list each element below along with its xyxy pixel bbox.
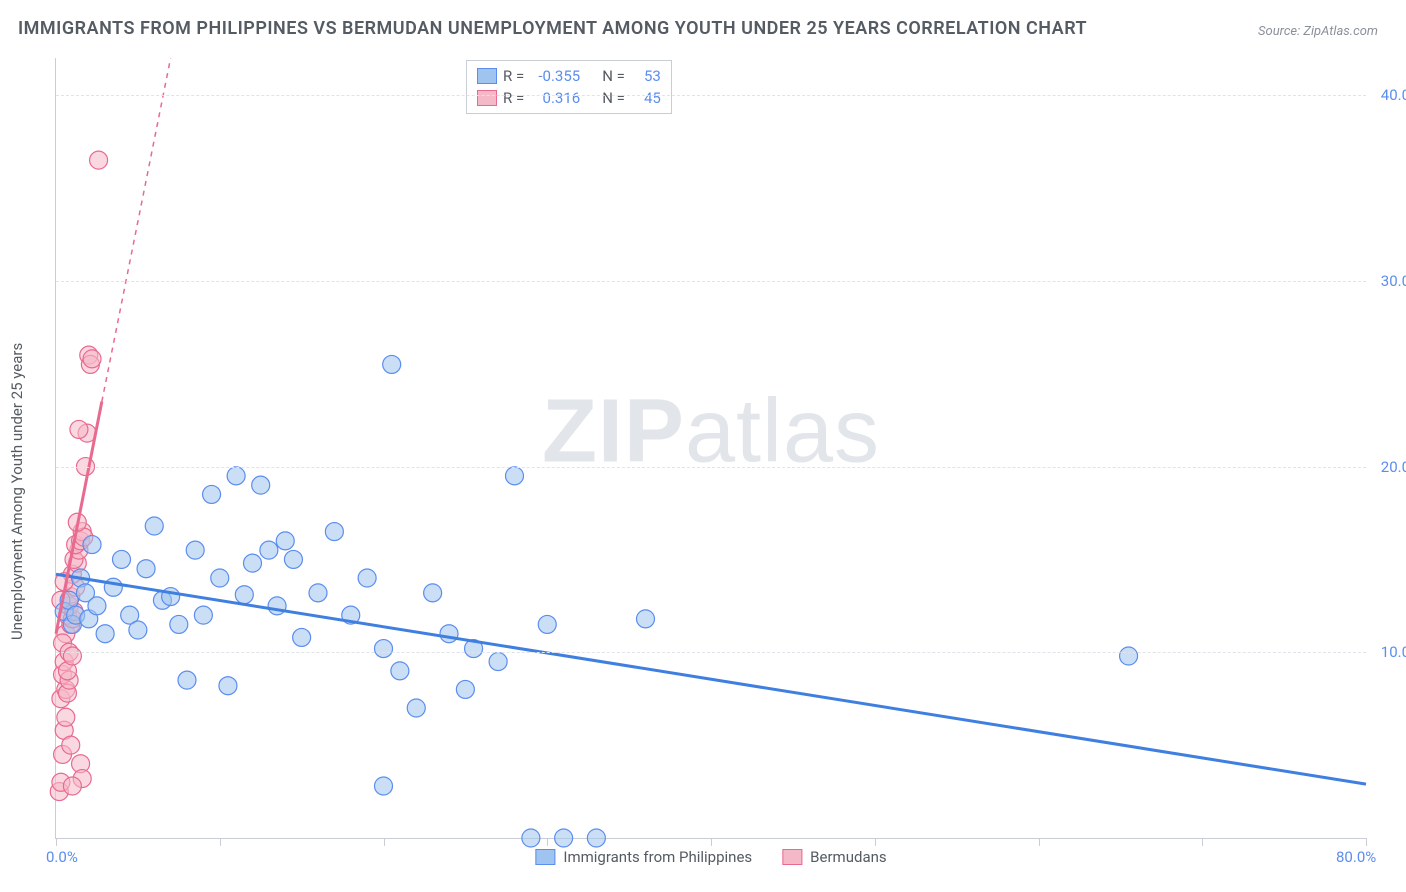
data-point xyxy=(284,550,302,568)
data-point xyxy=(63,777,81,795)
data-point xyxy=(129,621,147,639)
data-point xyxy=(440,625,458,643)
gridline xyxy=(56,95,1366,96)
n-value-1: 53 xyxy=(631,65,661,87)
legend-swatch-1 xyxy=(535,849,555,865)
data-point xyxy=(113,550,131,568)
data-point xyxy=(63,647,81,665)
data-point xyxy=(194,606,212,624)
data-point xyxy=(83,350,101,368)
x-tick-label: 80.0% xyxy=(1336,848,1376,866)
x-tick xyxy=(56,838,57,846)
data-point xyxy=(62,736,80,754)
gridline xyxy=(56,281,1366,282)
data-point xyxy=(96,625,114,643)
data-point xyxy=(170,615,188,633)
legend-swatch-2 xyxy=(782,849,802,865)
x-tick xyxy=(1202,838,1203,846)
x-tick xyxy=(875,838,876,846)
trend-line-extension xyxy=(102,58,171,402)
stats-legend-row-1: R = -0.355 N = 53 xyxy=(477,65,661,87)
data-point xyxy=(57,708,75,726)
data-point xyxy=(211,569,229,587)
data-point xyxy=(83,536,101,554)
trend-line xyxy=(56,574,1366,784)
data-point xyxy=(375,640,393,658)
swatch-philippines xyxy=(477,68,497,84)
data-point xyxy=(244,554,262,572)
gridline xyxy=(56,652,1366,653)
legend-item-2: Bermudans xyxy=(782,848,886,866)
data-point xyxy=(70,420,88,438)
n-label: N = xyxy=(602,65,625,87)
gridline xyxy=(56,467,1366,468)
x-tick xyxy=(1366,838,1367,846)
data-point xyxy=(178,671,196,689)
data-point xyxy=(383,355,401,373)
data-point xyxy=(203,485,221,503)
data-point xyxy=(260,541,278,559)
x-tick xyxy=(711,838,712,846)
data-point xyxy=(391,662,409,680)
chart-plot-area: ZIPatlas R = -0.355 N = 53 R = 0.316 N =… xyxy=(55,58,1366,839)
y-tick-label: 40.0% xyxy=(1381,86,1406,104)
r-label: R = xyxy=(503,65,524,87)
data-point xyxy=(587,829,605,847)
data-point xyxy=(1120,647,1138,665)
stats-legend-row-2: R = 0.316 N = 45 xyxy=(477,87,661,109)
data-point xyxy=(538,615,556,633)
data-point xyxy=(555,829,573,847)
x-tick xyxy=(220,838,221,846)
data-point xyxy=(235,586,253,604)
data-point xyxy=(489,653,507,671)
chart-title: IMMIGRANTS FROM PHILIPPINES VS BERMUDAN … xyxy=(18,18,1087,39)
data-point xyxy=(252,476,270,494)
data-point xyxy=(424,584,442,602)
data-point xyxy=(90,151,108,169)
data-point xyxy=(506,467,524,485)
data-point xyxy=(293,628,311,646)
data-point xyxy=(325,523,343,541)
y-tick-label: 10.0% xyxy=(1381,643,1406,661)
data-point xyxy=(137,560,155,578)
legend-label-2: Bermudans xyxy=(810,848,886,866)
legend-item-1: Immigrants from Philippines xyxy=(535,848,752,866)
y-tick-label: 30.0% xyxy=(1381,272,1406,290)
data-point xyxy=(145,517,163,535)
scatter-svg xyxy=(56,58,1366,838)
data-point xyxy=(358,569,376,587)
x-tick xyxy=(1039,838,1040,846)
n-label-2: N = xyxy=(602,87,625,109)
x-tick xyxy=(384,838,385,846)
data-point xyxy=(407,699,425,717)
data-point xyxy=(276,532,294,550)
data-point xyxy=(219,677,237,695)
data-point xyxy=(637,610,655,628)
data-point xyxy=(309,584,327,602)
x-tick-label: 0.0% xyxy=(46,848,78,866)
r-value-1: -0.355 xyxy=(530,65,580,87)
y-tick-label: 20.0% xyxy=(1381,458,1406,476)
series-legend: Immigrants from Philippines Bermudans xyxy=(535,848,886,866)
data-point xyxy=(375,777,393,795)
legend-label-1: Immigrants from Philippines xyxy=(563,848,752,866)
data-point xyxy=(227,467,245,485)
source-credit: Source: ZipAtlas.com xyxy=(1258,24,1378,39)
r-value-2: 0.316 xyxy=(530,87,580,109)
data-point xyxy=(186,541,204,559)
data-point xyxy=(456,680,474,698)
n-value-2: 45 xyxy=(631,87,661,109)
x-tick xyxy=(547,838,548,846)
data-point xyxy=(522,829,540,847)
stats-legend: R = -0.355 N = 53 R = 0.316 N = 45 xyxy=(466,60,672,114)
data-point xyxy=(88,597,106,615)
y-axis-label: Unemployment Among Youth under 25 years xyxy=(8,343,26,640)
r-label-2: R = xyxy=(503,87,524,109)
swatch-bermudans xyxy=(477,90,497,106)
